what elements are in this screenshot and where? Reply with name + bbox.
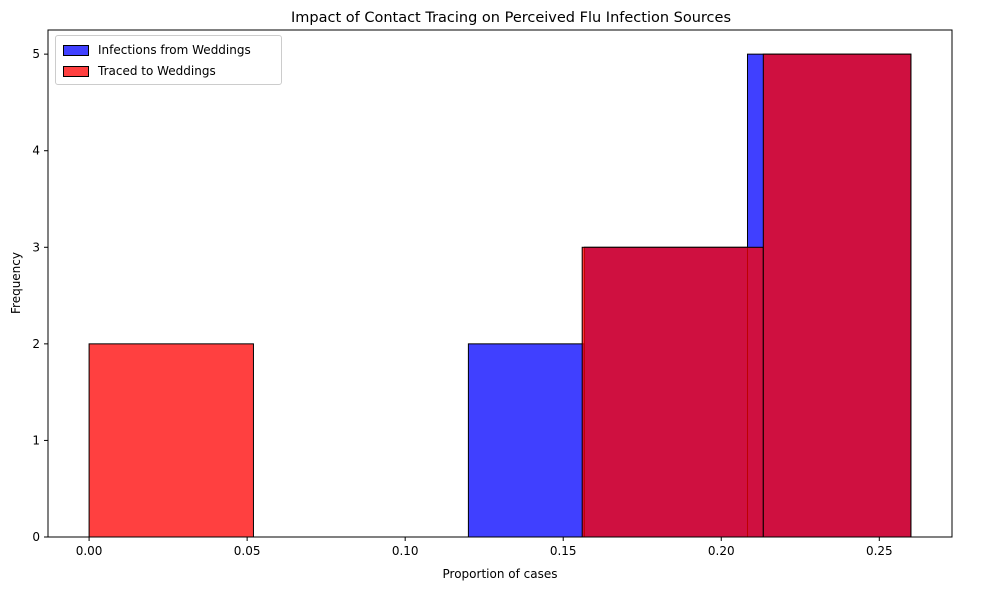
y-tick-label: 2 (32, 337, 40, 351)
bar-infections-0 (467, 343, 585, 538)
legend-item-traced: Traced to Weddings (63, 63, 216, 79)
legend-item-infections: Infections from Weddings (63, 42, 251, 58)
y-tick-label: 1 (32, 433, 40, 447)
bars-layer (88, 53, 912, 538)
bar-traced-3 (581, 246, 764, 538)
x-axis-ticks: 0.00 0.05 0.10 0.15 0.20 0.25 (76, 537, 893, 558)
plot-frame (47, 29, 953, 538)
x-axis-label: Proportion of cases (443, 567, 558, 581)
x-tick-label: 0.05 (234, 544, 261, 558)
bar-traced-0 (88, 343, 254, 538)
legend-label-infections: Infections from Weddings (98, 43, 251, 57)
x-tick-label: 0.20 (708, 544, 735, 558)
bar-traced-4 (762, 53, 912, 538)
x-tick-label: 0.10 (392, 544, 419, 558)
y-axis-label: Frequency (9, 252, 23, 314)
legend-swatch-red (63, 65, 89, 77)
y-tick-label: 4 (32, 144, 40, 158)
y-tick-label: 0 (32, 530, 40, 544)
y-tick-label: 5 (32, 47, 40, 61)
legend-label-traced: Traced to Weddings (98, 64, 216, 78)
chart-title: Impact of Contact Tracing on Perceived F… (291, 10, 731, 26)
y-tick-label: 3 (32, 240, 40, 254)
x-tick-label: 0.00 (76, 544, 103, 558)
legend: Infections from Weddings Traced to Weddi… (55, 35, 282, 85)
y-axis-ticks: 0 1 2 3 4 5 (32, 47, 48, 544)
x-tick-label: 0.25 (866, 544, 893, 558)
x-tick-label: 0.15 (550, 544, 577, 558)
legend-swatch-blue (63, 44, 89, 56)
